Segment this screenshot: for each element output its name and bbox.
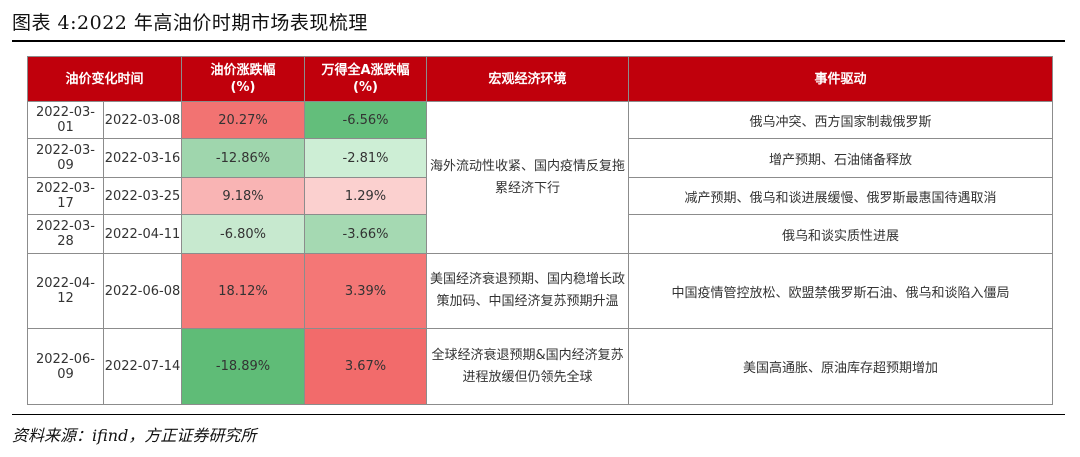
table-row: 2022-04-12 2022-06-08 18.12% 3.39% 美国经济衰… <box>27 253 1054 329</box>
oil-change-cell: -18.89% <box>181 328 306 405</box>
event-driver-cell: 中国疫情管控放松、欧盟禁俄罗斯石油、俄乌和谈陷入僵局 <box>628 253 1054 329</box>
start-date-cell: 2022-04-12 <box>27 253 104 329</box>
end-date-cell: 2022-06-08 <box>102 253 183 329</box>
wind-a-change-cell: -3.66% <box>304 214 428 254</box>
event-driver-cell: 俄乌和谈实质性进展 <box>628 214 1054 254</box>
oil-change-cell: 18.12% <box>181 253 306 329</box>
wind-a-change-cell: 1.29% <box>304 177 428 215</box>
table-row: 2022-03-28 2022-04-11 -6.80% -3.66% 俄乌和谈… <box>27 214 1054 254</box>
source-divider <box>12 414 1065 415</box>
oil-change-cell: 9.18% <box>181 177 306 215</box>
header-row: 油价变化时间 油价涨跌幅 (%) 万得全A涨跌幅 (%) 宏观经济环境 事件驱动 <box>26 56 1054 102</box>
table-row: 2022-06-09 2022-07-14 -18.89% 3.67% 全球经济… <box>27 328 1054 405</box>
event-driver-cell: 美国高通胀、原油库存超预期增加 <box>628 328 1054 405</box>
oil-change-cell: 20.27% <box>181 101 306 139</box>
start-date-cell: 2022-03-01 <box>27 101 104 139</box>
wind-a-change-cell: -6.56% <box>304 101 428 139</box>
start-date-cell: 2022-03-09 <box>27 138 104 178</box>
header-period: 油价变化时间 <box>26 56 183 102</box>
end-date-cell: 2022-03-25 <box>102 177 183 215</box>
end-date-cell: 2022-07-14 <box>102 328 183 405</box>
header-wind-a-change: 万得全A涨跌幅 (%) <box>304 56 428 102</box>
source-note: 资料来源：ifind，方正证券研究所 <box>12 426 257 445</box>
header-wind-a-change-label: 万得全A涨跌幅 <box>321 63 410 78</box>
header-event: 事件驱动 <box>628 56 1054 102</box>
end-date-cell: 2022-03-16 <box>102 138 183 178</box>
header-oil-change: 油价涨跌幅 (%) <box>181 56 306 102</box>
start-date-cell: 2022-03-28 <box>27 214 104 254</box>
event-driver-cell: 减产预期、俄乌和谈进展缓慢、俄罗斯最惠国待遇取消 <box>628 177 1054 215</box>
macro-environment-cell: 海外流动性收紧、国内疫情反复拖累经济下行 <box>426 101 630 254</box>
header-oil-change-label: 油价涨跌幅 <box>210 63 276 78</box>
title-divider <box>12 40 1065 42</box>
macro-environment-cell: 美国经济衰退预期、国内稳增长政策加码、中国经济复苏预期升温 <box>426 253 630 329</box>
wind-a-change-cell: 3.39% <box>304 253 428 329</box>
header-oil-change-unit: (%) <box>230 80 256 95</box>
start-date-cell: 2022-03-17 <box>27 177 104 215</box>
table-row: 2022-03-09 2022-03-16 -12.86% -2.81% 增产预… <box>27 138 1054 178</box>
end-date-cell: 2022-03-08 <box>102 101 183 139</box>
event-driver-cell: 增产预期、石油储备释放 <box>628 138 1054 178</box>
event-driver-cell: 俄乌冲突、西方国家制裁俄罗斯 <box>628 101 1054 139</box>
wind-a-change-cell: 3.67% <box>304 328 428 405</box>
start-date-cell: 2022-06-09 <box>27 328 104 405</box>
oil-change-cell: -12.86% <box>181 138 306 178</box>
table-row: 2022-03-01 2022-03-08 20.27% -6.56% 海外流动… <box>27 101 1054 254</box>
wind-a-change-cell: -2.81% <box>304 138 428 178</box>
end-date-cell: 2022-04-11 <box>102 214 183 254</box>
market-performance-table: 油价变化时间 油价涨跌幅 (%) 万得全A涨跌幅 (%) 宏观经济环境 事件驱动… <box>26 56 1054 405</box>
header-wind-a-change-unit: (%) <box>353 80 378 95</box>
oil-change-cell: -6.80% <box>181 214 306 254</box>
figure-title: 图表 4:2022 年高油价时期市场表现梳理 <box>12 12 368 34</box>
header-macro: 宏观经济环境 <box>426 56 630 102</box>
macro-environment-cell: 全球经济衰退预期&国内经济复苏进程放缓但仍领先全球 <box>426 328 630 405</box>
